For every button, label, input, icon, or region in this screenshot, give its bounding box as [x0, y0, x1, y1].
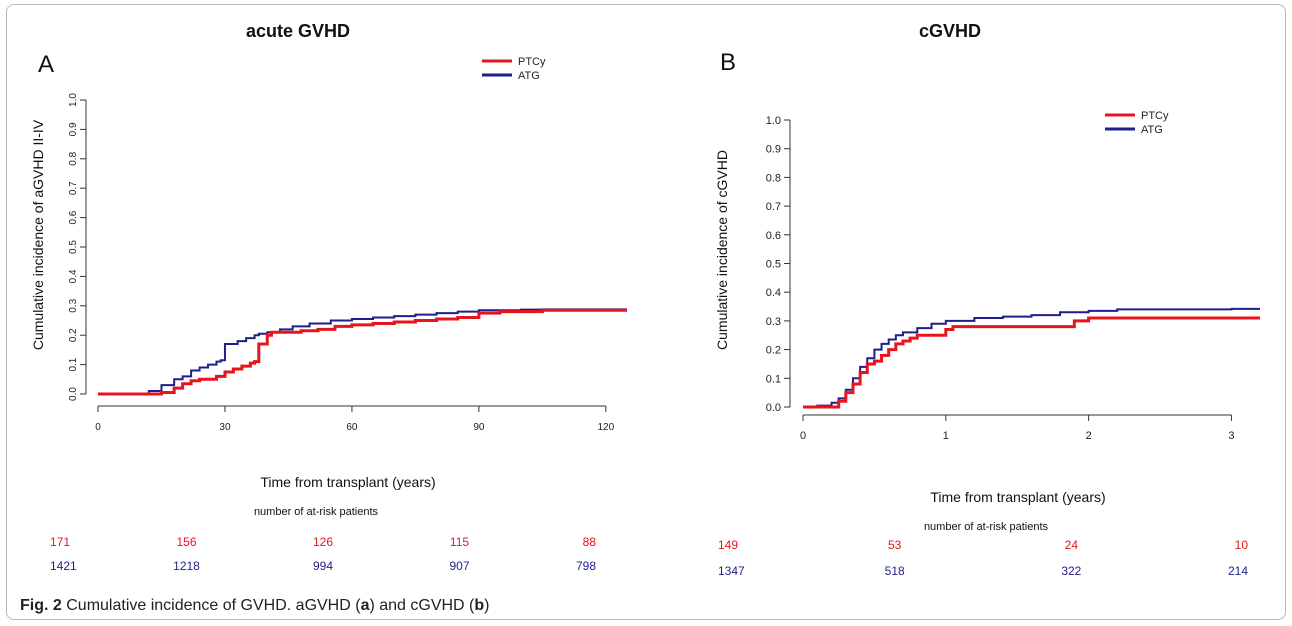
x-tick-label: 1 — [943, 430, 949, 442]
caption-text: ) and cGVHD ( — [369, 597, 475, 614]
y-tick-label: 1.0 — [68, 93, 79, 107]
y-tick-label: 0.2 — [68, 328, 79, 342]
y-tick-label: 0.1 — [766, 373, 781, 385]
x-tick-label: 30 — [219, 422, 231, 433]
chart-title: cGVHD — [919, 21, 981, 41]
chart-panel-b: B cGVHD Cumulative incidence of cGVHD Ti… — [714, 21, 1260, 578]
risk-count-ptcy: 53 — [888, 538, 902, 552]
x-tick-label: 0 — [95, 422, 101, 433]
y-tick-label: 0.2 — [766, 345, 781, 357]
risk-count-atg: 1347 — [718, 564, 745, 578]
y-tick-label: 0.6 — [68, 210, 79, 224]
risk-count-ptcy: 126 — [313, 535, 333, 549]
risk-count-atg: 907 — [449, 559, 469, 573]
y-tick-label: 0.0 — [766, 402, 781, 414]
x-axis-label: Time from transplant (years) — [260, 474, 435, 490]
risk-count-atg: 214 — [1228, 564, 1248, 578]
risk-count-atg: 798 — [576, 559, 596, 573]
plot-area: 0.0 0.1 0.2 0.3 0.4 0.5 0.6 0.7 0.8 0.9 1.0 0 1 2 3 PTC… — [718, 110, 1260, 578]
x-tick-label: 60 — [346, 422, 358, 433]
caption-panel-b-ref: b — [474, 597, 485, 614]
y-tick-label: 0.6 — [766, 230, 781, 242]
y-tick-label: 0.3 — [68, 298, 79, 312]
risk-count-ptcy: 115 — [450, 535, 469, 549]
legend-label-ptcy: PTCy — [518, 56, 546, 68]
caption-text: ) — [484, 597, 490, 614]
series-line-atg — [803, 307, 1260, 408]
caption-panel-a-ref: a — [360, 597, 370, 614]
y-tick-label: 0.7 — [68, 181, 79, 195]
risk-count-atg: 994 — [313, 559, 333, 573]
y-tick-label: 0.7 — [766, 201, 781, 213]
y-tick-label: 0.9 — [68, 122, 79, 136]
panel-label: B — [720, 49, 736, 76]
y-tick-label: 0.4 — [68, 269, 79, 283]
legend-label-atg: ATG — [518, 70, 540, 82]
y-tick-label: 0.5 — [766, 259, 781, 271]
risk-count-ptcy: 10 — [1235, 538, 1249, 552]
risk-count-atg: 1218 — [173, 559, 200, 573]
panel-label: A — [38, 51, 54, 78]
y-axis-label: Cumulative incidence of cGVHD — [714, 150, 730, 350]
x-axis-label: Time from transplant (years) — [930, 489, 1105, 505]
y-tick-label: 0.3 — [766, 316, 781, 328]
chart-panel-a: A acute GVHD Cumulative incidence of aGV… — [30, 21, 627, 573]
risk-count-atg: 1421 — [50, 559, 77, 573]
x-tick-label: 2 — [1086, 430, 1092, 442]
y-tick-label: 1.0 — [766, 115, 781, 127]
y-axis-label: Cumulative incidence of aGVHD II-IV — [30, 119, 46, 350]
series-line-ptcy — [98, 308, 627, 396]
series-line-ptcy — [803, 316, 1260, 409]
y-tick-label: 0.1 — [68, 357, 79, 371]
y-tick-label: 0.8 — [766, 172, 781, 184]
figure-number: Fig. 2 — [20, 597, 62, 614]
x-tick-label: 120 — [597, 422, 614, 433]
series-line-atg — [98, 308, 627, 395]
legend-label-ptcy: PTCy — [1141, 110, 1169, 122]
y-tick-label: 0.9 — [766, 144, 781, 156]
y-tick-label: 0.8 — [68, 151, 79, 165]
risk-table-title: number of at-risk patients — [924, 521, 1049, 533]
chart-title: acute GVHD — [246, 21, 350, 41]
plot-area: 0.0 0.1 0.2 0.3 0.4 0.5 0.6 0.7 0.8 0.9 1.0 0 30 60 90… — [50, 56, 627, 573]
y-tick-label: 0.0 — [68, 387, 79, 401]
x-tick-label: 3 — [1228, 430, 1234, 442]
risk-table-title: number of at-risk patients — [254, 506, 379, 518]
y-tick-label: 0.4 — [766, 287, 781, 299]
y-tick-label: 0.5 — [68, 240, 79, 254]
risk-count-atg: 322 — [1061, 564, 1081, 578]
legend-label-atg: ATG — [1141, 124, 1163, 136]
risk-count-ptcy: 171 — [50, 535, 70, 549]
risk-count-ptcy: 156 — [176, 535, 196, 549]
x-tick-label: 90 — [473, 422, 485, 433]
figure-caption: Fig. 2 Cumulative incidence of GVHD. aGV… — [20, 597, 490, 615]
caption-text: Cumulative incidence of GVHD. aGVHD ( — [66, 597, 361, 614]
risk-count-ptcy: 149 — [718, 538, 738, 552]
risk-count-atg: 518 — [885, 564, 905, 578]
risk-count-ptcy: 24 — [1065, 538, 1079, 552]
x-tick-label: 0 — [800, 430, 806, 442]
risk-count-ptcy: 88 — [583, 535, 597, 549]
